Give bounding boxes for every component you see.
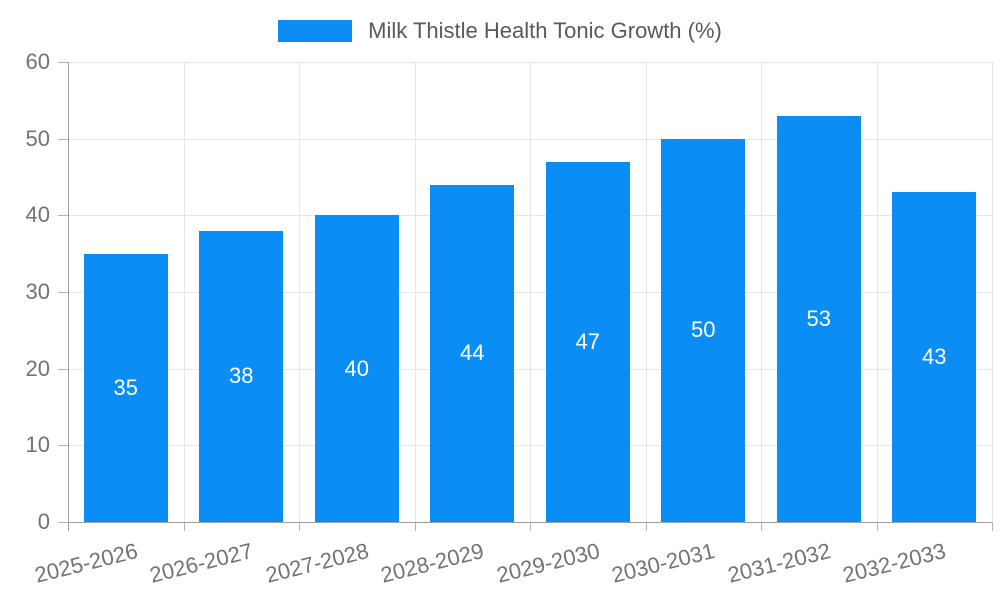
y-tick-label: 60 (25, 49, 50, 74)
x-tick-mark (992, 522, 993, 531)
chart-legend[interactable]: Milk Thistle Health Tonic Growth (%) (0, 17, 1000, 45)
y-tick-label: 10 (25, 432, 50, 458)
y-tick-mark (58, 522, 68, 523)
bar[interactable] (83, 253, 168, 522)
bar[interactable] (776, 115, 861, 522)
x-tick-label: 2032-2033 (840, 538, 949, 588)
y-tick-mark (58, 215, 68, 217)
x-tick-label: 2029-2030 (493, 538, 602, 588)
x-tick-mark (530, 522, 531, 531)
y-tick-label: 0 (37, 509, 50, 534)
x-tick-mark (299, 522, 300, 531)
v-gridline (530, 62, 531, 522)
y-tick-label: 20 (25, 355, 50, 381)
bar[interactable] (430, 184, 515, 522)
bar[interactable] (199, 230, 284, 522)
v-gridline (183, 62, 185, 522)
v-gridline (414, 62, 416, 522)
v-gridline (992, 62, 993, 522)
v-gridline (645, 62, 647, 522)
legend-label: Milk Thistle Health Tonic Growth (%) (368, 18, 722, 43)
y-tick-mark (58, 292, 68, 293)
y-tick-label: 30 (25, 279, 50, 304)
x-tick-mark (761, 522, 762, 531)
y-tick-mark (58, 368, 68, 370)
x-tick-label: 2025-2026 (31, 538, 140, 588)
y-tick-label: 40 (25, 202, 50, 228)
legend-swatch (278, 20, 353, 42)
y-tick-mark (58, 445, 68, 447)
y-tick-mark (58, 62, 68, 63)
x-tick-label: 2028-2029 (378, 538, 487, 588)
bar[interactable] (892, 192, 977, 522)
x-tick-label: 2026-2027 (147, 538, 256, 588)
bar[interactable] (314, 215, 399, 522)
y-tick-label: 50 (25, 125, 50, 151)
x-tick-mark (183, 522, 185, 531)
y-axis-line (68, 62, 69, 531)
x-tick-mark (414, 522, 416, 531)
bar[interactable] (661, 138, 746, 522)
v-gridline (761, 62, 762, 522)
v-gridline (876, 62, 878, 522)
x-tick-label: 2031-2032 (724, 538, 833, 588)
x-tick-mark (876, 522, 878, 531)
v-gridline (299, 62, 300, 522)
y-tick-mark (58, 138, 68, 140)
x-axis-line (68, 522, 992, 523)
x-tick-label: 2030-2031 (609, 538, 718, 588)
x-tick-mark (645, 522, 647, 531)
x-tick-label: 2027-2028 (262, 538, 371, 588)
bar[interactable] (545, 161, 630, 522)
